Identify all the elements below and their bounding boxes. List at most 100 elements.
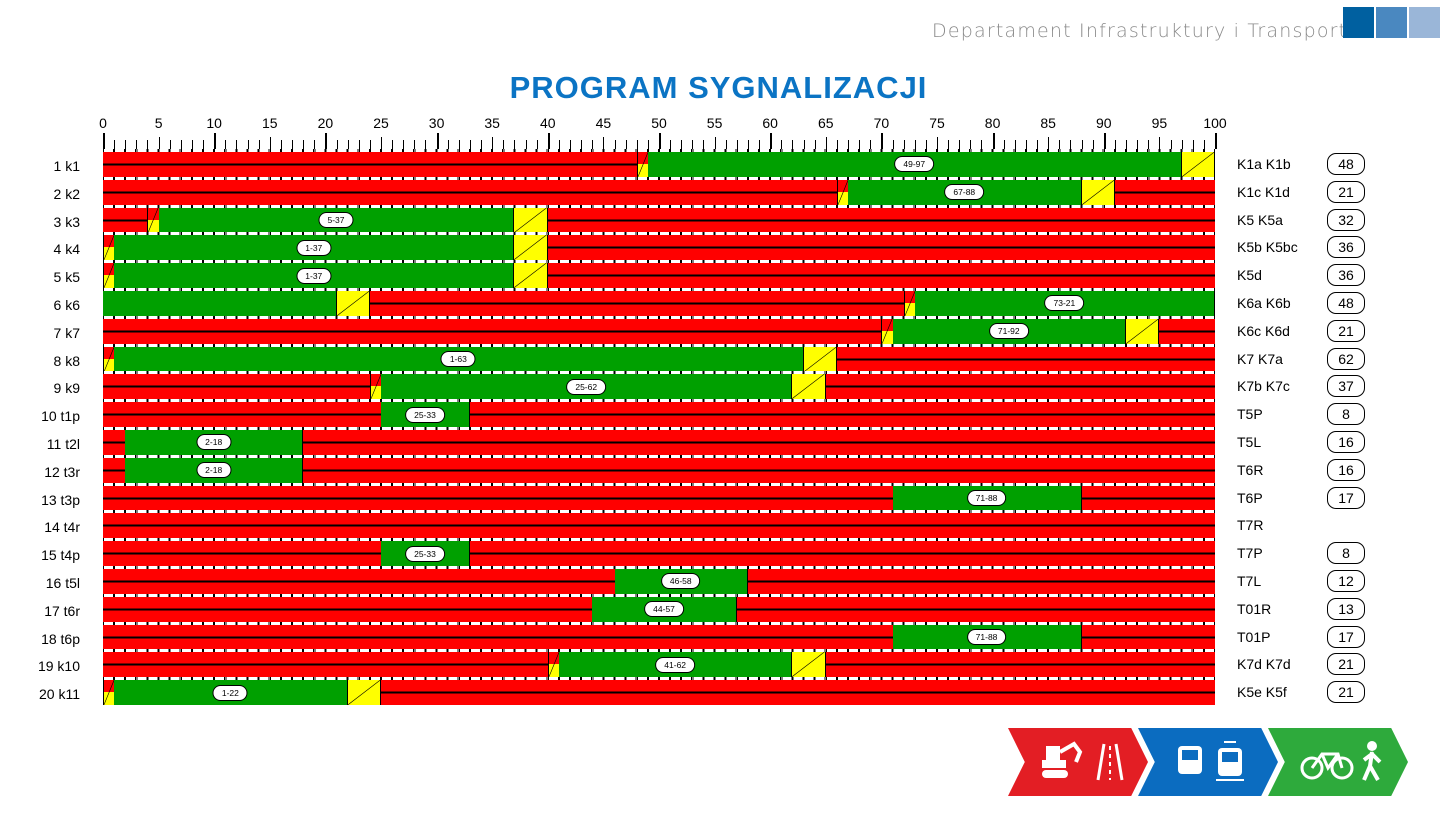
green-segment: 25-62 xyxy=(381,374,793,400)
transition-diagonal xyxy=(104,235,114,260)
x-tick xyxy=(1092,140,1094,149)
logo-road-works xyxy=(1008,728,1148,796)
page-title: PROGRAM SYGNALIZACJI xyxy=(0,70,1448,106)
transition-diagonal xyxy=(104,347,114,372)
green-interval-label: 73-21 xyxy=(1044,295,1085,312)
signal-row: 2-18 12 t3r T6R 16 xyxy=(44,454,1365,483)
yellow-segment xyxy=(1181,152,1215,177)
x-axis: 0 5 10 15 20 25 30 35 40 45 50 55 60 65 70 75 80 85 90 95 10… xyxy=(99,115,1227,149)
bus-tram-icon xyxy=(1178,741,1244,781)
signal-group-label: 13 t3p xyxy=(41,491,80,508)
x-tick xyxy=(1148,140,1150,149)
row-separator xyxy=(103,593,1215,597)
transition-diagonal xyxy=(792,652,824,677)
row-separator xyxy=(103,566,1215,569)
signal-group-label: 14 t4r xyxy=(44,519,80,536)
signal-group-label: 16 t5l xyxy=(45,575,80,591)
green-segment: 1-37 xyxy=(114,263,515,288)
signal-group-label: 4 k4 xyxy=(53,241,80,258)
x-tick xyxy=(136,140,138,149)
red-segment xyxy=(469,402,1215,427)
x-tick-label: 5 xyxy=(154,115,163,131)
transition-diagonal xyxy=(104,263,114,288)
x-tick xyxy=(781,140,783,149)
row-separator xyxy=(103,204,1215,208)
red-segment xyxy=(103,430,126,455)
x-tick xyxy=(1014,140,1016,149)
signal-group-label: 9 k9 xyxy=(53,380,80,397)
x-tick xyxy=(803,140,805,149)
phase-label: K5 K5a xyxy=(1237,211,1283,228)
x-tick xyxy=(581,140,583,149)
transition-diagonal xyxy=(638,152,648,177)
x-tick xyxy=(1070,140,1072,149)
x-tick xyxy=(358,140,360,149)
yellow-segment xyxy=(1126,318,1160,344)
phase-label: T5L xyxy=(1237,434,1262,450)
x-tick xyxy=(714,137,716,149)
signal-group-label: 3 k3 xyxy=(53,213,80,230)
x-tick xyxy=(1126,140,1128,149)
x-tick xyxy=(425,140,427,149)
signal-row: 71-88 18 t6p T01P 17 xyxy=(41,621,1365,650)
signal-row: 5-37 3 k3 K5 K5a 32 xyxy=(54,204,1365,233)
red-segment xyxy=(103,179,837,205)
red-yellow-segment xyxy=(836,179,849,205)
x-tick xyxy=(381,137,382,149)
transition-diagonal xyxy=(348,680,380,705)
red-yellow-segment xyxy=(103,346,115,372)
x-tick xyxy=(692,140,694,149)
x-tick-label: 65 xyxy=(818,115,834,131)
signal-row: 1-63 8 k8 K7 K7a 62 xyxy=(54,343,1365,372)
green-segment: 25-33 xyxy=(381,402,470,427)
green-duration-badge: 36 xyxy=(1327,236,1365,259)
green-interval-label: 1-63 xyxy=(440,350,476,367)
green-interval-label: 25-62 xyxy=(566,378,607,395)
yellow-segment xyxy=(792,652,826,678)
green-duration-badge: 12 xyxy=(1327,570,1365,592)
x-tick xyxy=(825,137,827,149)
x-tick xyxy=(203,140,205,149)
green-segment: 5-37 xyxy=(158,207,515,233)
yellow-segment xyxy=(514,263,548,288)
x-tick xyxy=(747,140,749,149)
x-tick xyxy=(736,140,738,149)
x-tick xyxy=(414,140,416,149)
phase-label: K5d xyxy=(1237,267,1262,284)
x-tick xyxy=(670,140,672,149)
green-interval-label: 2-18 xyxy=(196,462,232,479)
signal-row: 46-58 16 t5l T7L 12 xyxy=(46,566,1365,594)
x-tick xyxy=(1170,140,1172,149)
green-segment: 2-18 xyxy=(125,457,304,483)
x-tick-label: 70 xyxy=(873,115,890,131)
red-segment xyxy=(103,207,148,233)
red-segment xyxy=(303,430,1215,455)
x-tick-label: 15 xyxy=(262,115,278,131)
x-tick-label: 85 xyxy=(1040,115,1056,131)
signal-row: 44-57 17 t6r T01R 13 xyxy=(44,593,1365,622)
phase-label: K6c K6d xyxy=(1237,322,1290,339)
signal-row: 2-18 11 t2l T5L 16 xyxy=(47,427,1365,455)
x-tick xyxy=(937,137,938,149)
green-segment xyxy=(103,291,337,316)
x-tick xyxy=(481,140,483,149)
x-tick-label: 80 xyxy=(984,115,1001,131)
x-tick xyxy=(570,140,572,149)
x-tick xyxy=(225,140,227,149)
x-tick xyxy=(303,140,305,149)
green-duration-badge: 37 xyxy=(1327,375,1365,398)
phase-label: T01R xyxy=(1237,600,1272,617)
x-tick xyxy=(659,133,661,149)
x-tick-label: 55 xyxy=(706,115,723,131)
x-tick xyxy=(903,140,905,149)
green-interval-label: 1-37 xyxy=(296,267,332,284)
x-tick xyxy=(970,140,972,149)
x-tick xyxy=(469,140,471,149)
red-yellow-segment xyxy=(881,318,893,344)
x-tick xyxy=(447,140,449,149)
green-segment: 1-22 xyxy=(114,680,348,705)
red-segment xyxy=(1081,624,1215,650)
red-segment xyxy=(103,402,381,427)
x-tick-label: 30 xyxy=(428,115,445,131)
x-tick xyxy=(336,140,338,149)
